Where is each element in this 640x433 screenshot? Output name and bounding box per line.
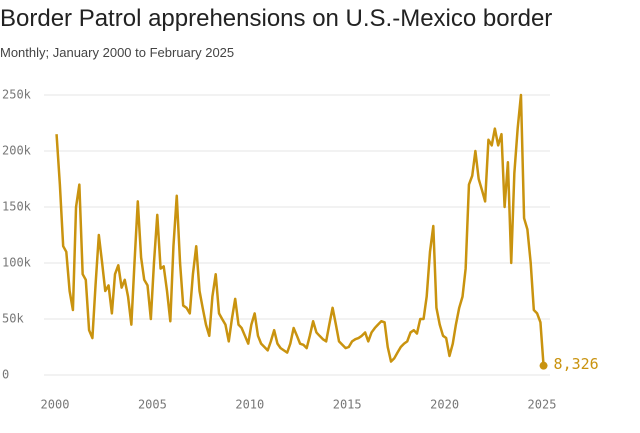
y-tick-label: 250k <box>2 88 32 102</box>
x-tick-label: 2015 <box>333 398 362 412</box>
y-tick-label: 50k <box>2 312 24 326</box>
chart-subtitle: Monthly; January 2000 to February 2025 <box>0 45 234 60</box>
x-tick-label: 2025 <box>528 398 557 412</box>
y-tick-label: 200k <box>2 144 32 158</box>
y-tick-label: 100k <box>2 256 32 270</box>
x-tick-label: 2010 <box>235 398 264 412</box>
end-label: 8,326 <box>554 355 599 373</box>
y-tick-label: 0 <box>2 368 9 382</box>
chart-title: Border Patrol apprehensions on U.S.-Mexi… <box>0 5 552 32</box>
data-line <box>55 93 545 366</box>
x-tick-label: 2020 <box>430 398 459 412</box>
end-point <box>539 361 548 370</box>
y-tick-label: 150k <box>2 200 32 214</box>
x-tick-label: 2000 <box>41 398 70 412</box>
x-tick-label: 2005 <box>138 398 167 412</box>
